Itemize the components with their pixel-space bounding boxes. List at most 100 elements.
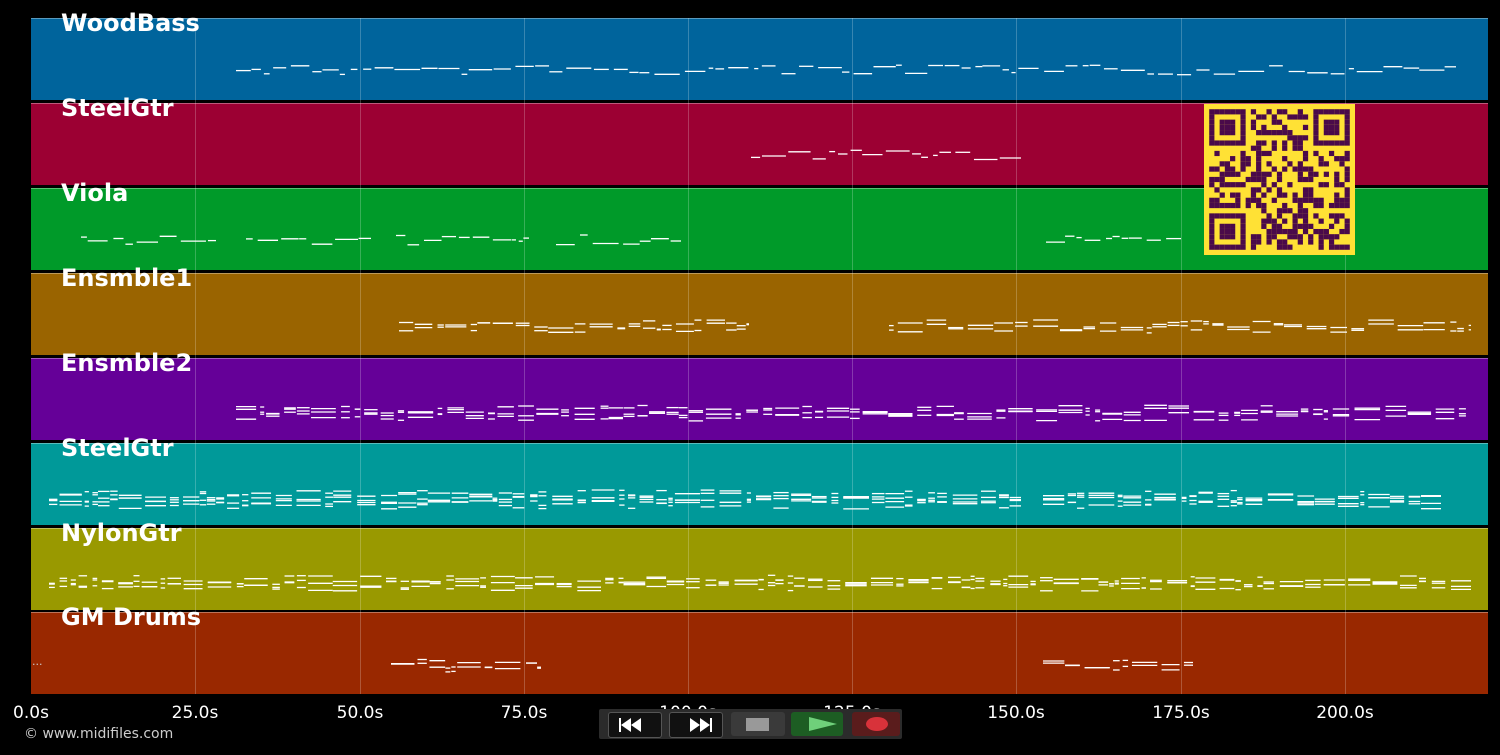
qr-module	[1256, 156, 1262, 162]
qr-module	[1323, 234, 1329, 240]
qr-module	[1318, 234, 1324, 240]
qr-module	[1224, 244, 1231, 250]
qr-module	[1297, 161, 1303, 167]
qr-module	[1323, 109, 1329, 115]
qr-module	[1323, 182, 1329, 188]
qr-module	[1313, 140, 1319, 146]
track-lane: Ensmble1	[31, 264, 1488, 355]
rewind-icon	[619, 718, 641, 732]
qr-module	[1323, 161, 1329, 167]
qr-module	[1256, 130, 1262, 136]
qr-module	[1297, 114, 1303, 120]
grid-line	[195, 18, 196, 694]
qr-module	[1240, 228, 1246, 235]
qr-module	[1256, 187, 1262, 193]
qr-module	[1328, 124, 1335, 131]
qr-module	[1224, 223, 1231, 229]
qr-module	[1224, 161, 1231, 167]
qr-module	[1302, 228, 1309, 235]
qr-module	[1219, 213, 1225, 219]
qr-module	[1235, 197, 1241, 203]
qr-module	[1276, 171, 1283, 177]
qr-module	[1297, 202, 1303, 209]
qr-module	[1235, 213, 1241, 219]
track-label: Ensmble2	[61, 349, 193, 377]
qr-module	[1271, 228, 1277, 235]
qr-module	[1261, 223, 1267, 229]
qr-module	[1209, 228, 1215, 235]
track-label: GM Drums	[61, 603, 202, 631]
qr-module	[1297, 140, 1303, 146]
qr-module	[1271, 166, 1277, 172]
qr-module	[1224, 182, 1231, 188]
qr-module	[1339, 228, 1345, 235]
qr-module	[1308, 192, 1314, 198]
qr-module	[1224, 171, 1231, 177]
qr-module	[1292, 213, 1298, 219]
qr-module	[1250, 244, 1257, 250]
qr-module	[1219, 119, 1225, 125]
qr-module	[1250, 197, 1257, 203]
qr-module	[1313, 130, 1319, 136]
track-lane: GM Drums	[31, 603, 1488, 694]
qr-module	[1256, 140, 1262, 146]
qr-module	[1214, 197, 1220, 203]
grid-line	[688, 18, 689, 694]
stop-button[interactable]	[731, 712, 785, 736]
qr-module	[1287, 161, 1293, 167]
rewind-button[interactable]	[608, 712, 662, 738]
qr-module	[1271, 223, 1277, 229]
qr-module	[1219, 140, 1225, 146]
qr-module	[1344, 171, 1350, 177]
track-lane: Ensmble2	[31, 349, 1488, 440]
qr-module	[1344, 109, 1350, 115]
qr-module	[1282, 124, 1288, 131]
qr-module	[1276, 192, 1283, 198]
qr-module	[1219, 182, 1225, 188]
qr-module	[1308, 197, 1314, 203]
qr-module	[1292, 218, 1298, 224]
qr-module	[1235, 171, 1241, 177]
qr-module	[1250, 124, 1257, 131]
qr-module	[1328, 109, 1335, 115]
qr-module	[1266, 150, 1272, 157]
qr-module	[1339, 109, 1345, 115]
qr-module	[1224, 109, 1231, 115]
qr-module	[1261, 130, 1267, 136]
qr-module	[1250, 234, 1257, 240]
qr-module	[1339, 161, 1345, 167]
qr-module	[1313, 124, 1319, 131]
track-label: Ensmble1	[61, 264, 193, 292]
record-button[interactable]	[852, 712, 900, 736]
qr-module	[1271, 130, 1277, 136]
qr-module	[1318, 228, 1324, 235]
play-button[interactable]	[791, 712, 843, 736]
qr-module	[1282, 244, 1288, 250]
qr-module	[1214, 202, 1220, 209]
qr-module	[1245, 156, 1251, 162]
qr-module	[1302, 218, 1309, 224]
qr-module	[1209, 244, 1215, 250]
qr-module	[1297, 176, 1303, 183]
qr-module	[1235, 192, 1241, 198]
qr-module	[1344, 166, 1350, 172]
qr-module	[1240, 156, 1246, 162]
fast-forward-button[interactable]	[669, 712, 723, 738]
qr-module	[1282, 166, 1288, 172]
qr-module	[1224, 213, 1231, 219]
qr-module	[1209, 140, 1215, 146]
qr-module	[1214, 213, 1220, 219]
qr-module	[1292, 223, 1298, 229]
qr-module	[1266, 130, 1272, 136]
qr-module	[1209, 109, 1215, 115]
qr-module	[1313, 213, 1319, 219]
qr-module	[1261, 182, 1267, 188]
qr-module	[1308, 166, 1314, 172]
qr-module	[1256, 171, 1262, 177]
track-label: WoodBass	[61, 9, 200, 37]
qr-module	[1292, 140, 1298, 146]
qr-module	[1323, 171, 1329, 177]
qr-module	[1339, 182, 1345, 188]
qr-module	[1235, 109, 1241, 115]
qr-module	[1235, 182, 1241, 188]
